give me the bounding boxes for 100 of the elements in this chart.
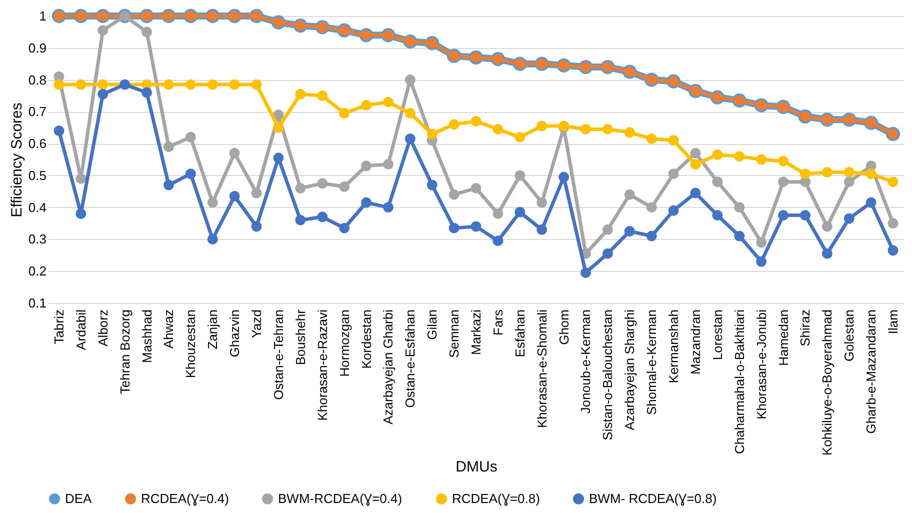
point xyxy=(76,173,86,184)
x-tick-label: Ghom xyxy=(556,310,572,345)
x-tick-label: Ostan-e-Tehran xyxy=(270,310,286,400)
x-tick-label: Azarbayejan Gharbi xyxy=(380,309,396,424)
x-tick-label: Kohkiluye-o-Boyerahmad xyxy=(820,310,835,456)
point xyxy=(229,190,240,202)
point xyxy=(185,79,196,90)
point xyxy=(470,221,482,232)
y-tick-label: 0.2 xyxy=(28,264,46,279)
point xyxy=(339,108,350,118)
point xyxy=(734,230,745,242)
point xyxy=(339,181,350,192)
x-tick-label: Gilan xyxy=(424,310,440,340)
y-tick-label: 0.7 xyxy=(28,104,46,120)
point xyxy=(514,170,526,181)
point xyxy=(448,119,460,130)
point xyxy=(866,168,876,180)
point xyxy=(734,202,745,213)
point xyxy=(98,88,108,100)
x-tick-label: Hormozgan xyxy=(336,310,352,377)
x-tick-label: Boushehr xyxy=(292,308,308,366)
y-tick-label: 0.8 xyxy=(28,72,46,88)
x-tick-label: Esfahan xyxy=(512,310,528,358)
point xyxy=(98,79,108,90)
point xyxy=(888,245,898,256)
x-tick-label: Kermanshah xyxy=(666,310,682,384)
x-tick-label: Yazd xyxy=(249,310,264,338)
y-tick-label: 0.3 xyxy=(28,232,46,247)
x-tick-label: Khorasan-e-Jonubi xyxy=(754,309,769,420)
point xyxy=(514,206,526,218)
x-tick-label: Ilam xyxy=(886,310,901,334)
point xyxy=(624,189,635,200)
x-tick-label: Shiraz xyxy=(798,310,813,346)
point xyxy=(470,182,482,194)
point xyxy=(317,212,328,222)
y-tick-label: 1 xyxy=(39,8,46,24)
point xyxy=(251,79,262,90)
point xyxy=(470,116,482,126)
x-tick-label: Khorasan-e-Shomali xyxy=(534,309,550,428)
point xyxy=(163,180,174,190)
point xyxy=(558,172,570,182)
point xyxy=(426,180,438,190)
point xyxy=(690,188,701,198)
point xyxy=(185,168,196,180)
point xyxy=(251,188,262,198)
x-tick-label: Tabriz xyxy=(51,310,66,344)
point xyxy=(712,176,723,188)
y-tick-label: 0.1 xyxy=(28,296,46,310)
point xyxy=(668,135,679,146)
point xyxy=(382,159,394,170)
point xyxy=(778,156,789,166)
point xyxy=(404,134,416,144)
point xyxy=(712,149,723,160)
point xyxy=(251,221,262,232)
x-tick-label: Zanjan xyxy=(205,310,220,350)
x-tick-label: Jonoub-e-Kerman xyxy=(578,310,594,414)
point xyxy=(98,25,108,36)
point xyxy=(646,134,657,144)
x-tick-label: Lorestan xyxy=(710,310,725,360)
point xyxy=(536,197,548,208)
point xyxy=(142,87,152,98)
y-axis-title: Efficiency Scores xyxy=(8,102,26,218)
point xyxy=(668,168,679,180)
legend-label: RCDEA(Ɣ=0.8) xyxy=(452,490,540,506)
point xyxy=(756,154,767,165)
point xyxy=(229,79,240,90)
point xyxy=(536,120,548,132)
x-tick-label: Khorasan-e-Razavi xyxy=(314,309,330,421)
point xyxy=(207,79,218,90)
point xyxy=(756,237,767,248)
x-tick-label: Kordestan xyxy=(358,310,374,369)
point xyxy=(822,248,832,259)
point xyxy=(624,226,635,236)
point xyxy=(602,224,613,235)
x-tick-label: Ahwaz xyxy=(161,310,176,349)
point xyxy=(361,160,372,172)
point xyxy=(448,222,460,234)
point xyxy=(404,108,416,118)
point xyxy=(580,124,591,134)
point xyxy=(317,178,328,189)
point xyxy=(646,202,657,213)
legend-label: BWM-RCDEA(Ɣ=0.4) xyxy=(278,490,402,506)
x-tick-label: Alborz xyxy=(95,310,110,346)
point xyxy=(756,256,767,267)
point xyxy=(822,167,832,178)
point xyxy=(404,74,416,86)
x-tick-label: Hamedan xyxy=(776,310,791,366)
point xyxy=(822,221,832,232)
x-tick-label: Ghazvin xyxy=(227,310,242,358)
x-tick-label: Chaharmahal-o-Bakhtiari xyxy=(732,309,747,454)
point xyxy=(602,248,613,259)
point xyxy=(778,210,789,221)
point xyxy=(514,132,526,142)
point xyxy=(492,236,504,246)
point xyxy=(602,124,613,134)
point xyxy=(800,210,810,221)
point xyxy=(163,142,174,152)
point xyxy=(361,100,372,111)
point xyxy=(888,218,898,229)
point xyxy=(690,159,701,170)
